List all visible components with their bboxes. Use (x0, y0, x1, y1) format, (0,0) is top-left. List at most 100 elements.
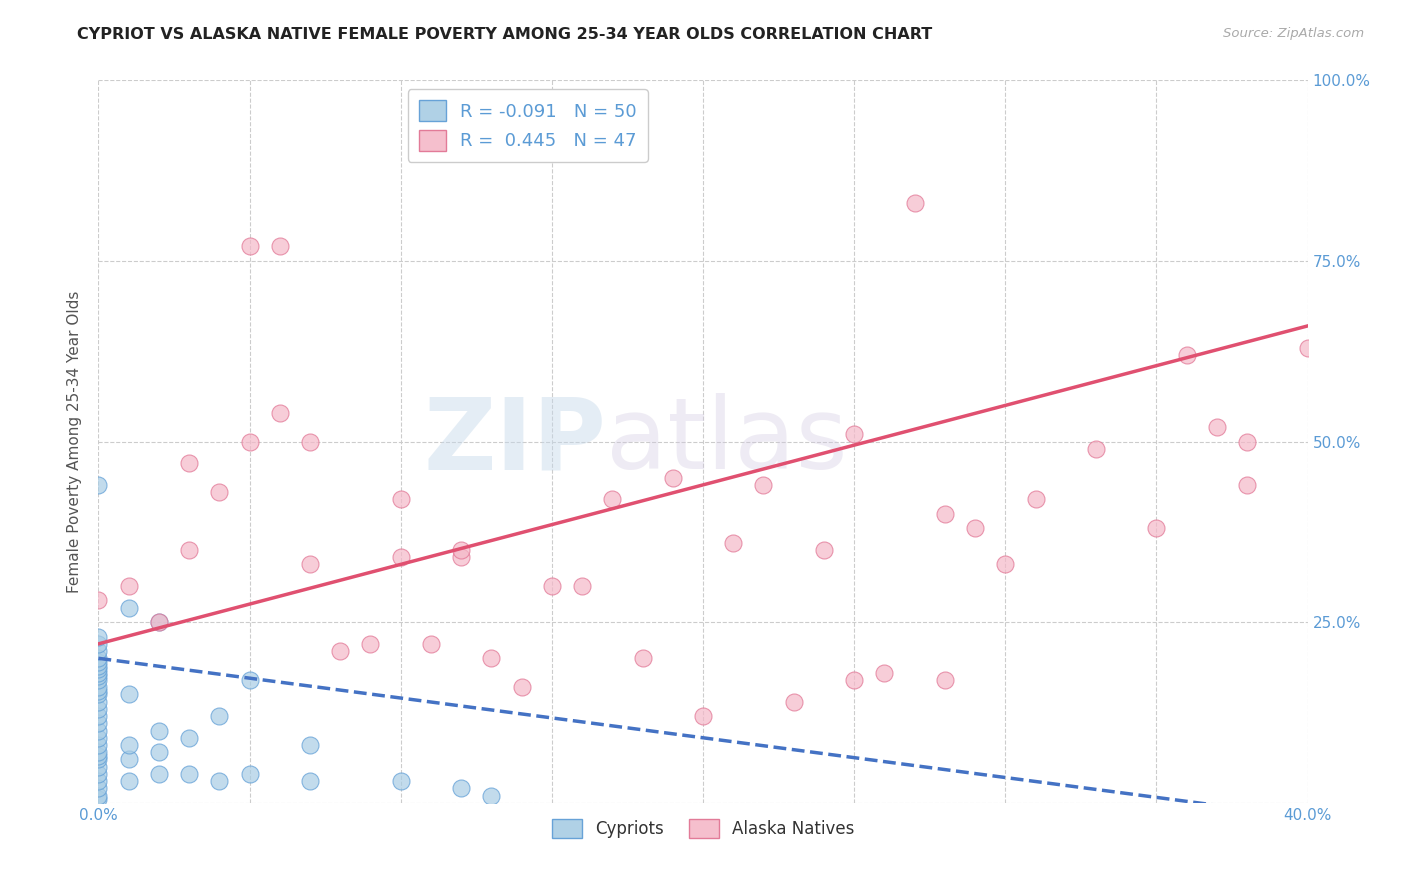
Point (118, 738, 141, 752)
Point (571, 579, 593, 593)
Point (481, 789, 503, 803)
Point (87, 745, 110, 759)
Point (299, 434, 322, 449)
Point (450, 781, 472, 796)
Point (208, 485, 231, 500)
Point (631, 651, 654, 665)
Point (783, 695, 806, 709)
Point (208, 709, 231, 723)
Point (87, 655, 110, 669)
Text: Source: ZipAtlas.com: Source: ZipAtlas.com (1223, 27, 1364, 40)
Point (1206, 420, 1229, 434)
Point (87, 478, 110, 492)
Point (1144, 521, 1167, 535)
Point (118, 774, 141, 789)
Point (813, 542, 835, 557)
Point (389, 492, 412, 507)
Point (87, 644, 110, 658)
Point (844, 427, 866, 442)
Point (118, 579, 141, 593)
Point (269, 239, 291, 253)
Point (389, 550, 412, 565)
Point (360, 637, 382, 651)
Point (87, 723, 110, 738)
Point (87, 637, 110, 651)
Point (148, 745, 170, 759)
Point (208, 774, 231, 789)
Point (179, 731, 201, 745)
Point (329, 644, 352, 658)
Point (87, 669, 110, 683)
Point (87, 752, 110, 766)
Point (450, 550, 472, 565)
Point (299, 774, 322, 789)
Point (420, 637, 443, 651)
Point (87, 651, 110, 665)
Point (752, 478, 775, 492)
Point (87, 662, 110, 676)
Point (87, 738, 110, 752)
Point (904, 196, 927, 211)
Point (148, 615, 170, 630)
Point (934, 673, 956, 687)
Point (87, 760, 110, 774)
Point (87, 781, 110, 796)
Text: ZIP: ZIP (423, 393, 606, 490)
Point (148, 723, 170, 738)
Point (179, 542, 201, 557)
Point (1175, 348, 1198, 362)
Point (118, 687, 141, 701)
Point (179, 767, 201, 781)
Point (299, 558, 322, 572)
Point (87, 767, 110, 781)
Point (1085, 442, 1108, 456)
Point (87, 731, 110, 745)
Legend: Cypriots, Alaska Natives: Cypriots, Alaska Natives (546, 813, 860, 845)
Text: atlas: atlas (606, 393, 848, 490)
Y-axis label: Female Poverty Among 25-34 Year Olds: Female Poverty Among 25-34 Year Olds (67, 291, 83, 592)
Point (965, 521, 987, 535)
Point (510, 680, 533, 694)
Point (602, 492, 624, 507)
Point (239, 239, 262, 253)
Point (239, 767, 262, 781)
Point (118, 600, 141, 615)
Point (239, 434, 262, 449)
Point (148, 767, 170, 781)
Text: CYPRIOT VS ALASKA NATIVE FEMALE POVERTY AMONG 25-34 YEAR OLDS CORRELATION CHART: CYPRIOT VS ALASKA NATIVE FEMALE POVERTY … (77, 27, 932, 42)
Point (87, 792, 110, 806)
Point (87, 665, 110, 680)
Point (269, 406, 291, 420)
Point (87, 702, 110, 716)
Point (87, 630, 110, 644)
Point (692, 709, 714, 723)
Point (87, 709, 110, 723)
Point (481, 651, 503, 665)
Point (87, 695, 110, 709)
Point (1236, 434, 1258, 449)
Point (148, 615, 170, 630)
Point (299, 738, 322, 752)
Point (87, 673, 110, 687)
Point (1236, 478, 1258, 492)
Point (87, 789, 110, 803)
Point (844, 673, 866, 687)
Point (87, 593, 110, 607)
Point (540, 579, 562, 593)
Point (87, 716, 110, 731)
Point (389, 774, 412, 789)
Point (1296, 341, 1319, 355)
Point (994, 558, 1017, 572)
Point (873, 665, 896, 680)
Point (450, 542, 472, 557)
Point (934, 507, 956, 521)
Point (87, 687, 110, 701)
Point (661, 470, 683, 484)
Point (1024, 492, 1046, 507)
Point (87, 683, 110, 698)
Point (87, 658, 110, 673)
Point (118, 752, 141, 766)
Point (87, 680, 110, 694)
Point (179, 456, 201, 470)
Point (723, 535, 745, 549)
